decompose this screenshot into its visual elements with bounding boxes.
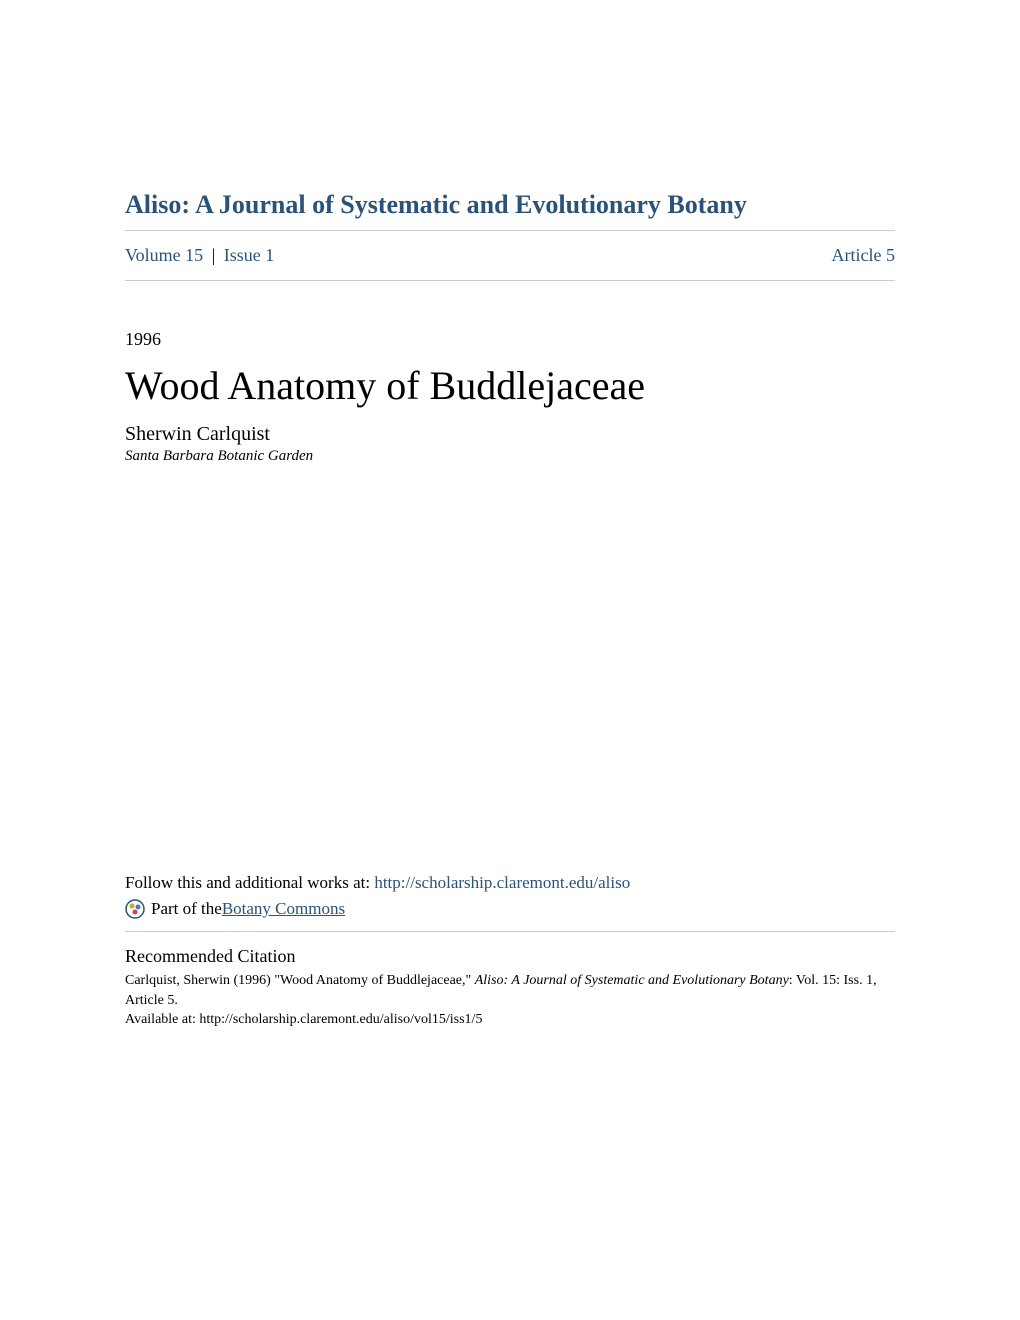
follow-prefix: Follow this and additional works at:: [125, 873, 374, 892]
author-name: Sherwin Carlquist: [125, 423, 895, 446]
citation-journal-italic: Aliso: A Journal of Systematic and Evolu…: [475, 973, 789, 988]
citation-section: Recommended Citation Carlquist, Sherwin …: [125, 946, 895, 1028]
part-of-row: Part of the Botany Commons: [125, 899, 895, 932]
citation-available-url: http://scholarship.claremont.edu/aliso/v…: [199, 1012, 482, 1027]
issue-link[interactable]: Issue 1: [224, 245, 275, 265]
publication-year: 1996: [125, 329, 895, 350]
meta-separator: |: [212, 245, 216, 265]
meta-row: Volume 15 | Issue 1 Article 5: [125, 231, 895, 281]
meta-left: Volume 15 | Issue 1: [125, 245, 274, 266]
part-of-prefix: Part of the: [151, 899, 222, 919]
volume-link[interactable]: Volume 15: [125, 245, 203, 265]
author-affiliation: Santa Barbara Botanic Garden: [125, 448, 895, 465]
follow-section: Follow this and additional works at: htt…: [125, 873, 895, 932]
citation-available-prefix: Available at:: [125, 1012, 199, 1027]
citation-heading: Recommended Citation: [125, 946, 895, 967]
botany-commons-link[interactable]: Botany Commons: [222, 899, 345, 919]
article-number-link[interactable]: Article 5: [832, 245, 895, 266]
network-icon: [125, 899, 145, 919]
article-title: Wood Anatomy of Buddlejaceae: [125, 362, 895, 409]
follow-url-link[interactable]: http://scholarship.claremont.edu/aliso: [374, 873, 630, 892]
citation-text: Carlquist, Sherwin (1996) "Wood Anatomy …: [125, 971, 895, 1010]
citation-available: Available at: http://scholarship.claremo…: [125, 1012, 895, 1028]
journal-title: Aliso: A Journal of Systematic and Evolu…: [125, 190, 895, 231]
citation-author-part: Carlquist, Sherwin (1996) "Wood Anatomy …: [125, 973, 475, 988]
journal-title-link[interactable]: Aliso: A Journal of Systematic and Evolu…: [125, 190, 747, 219]
